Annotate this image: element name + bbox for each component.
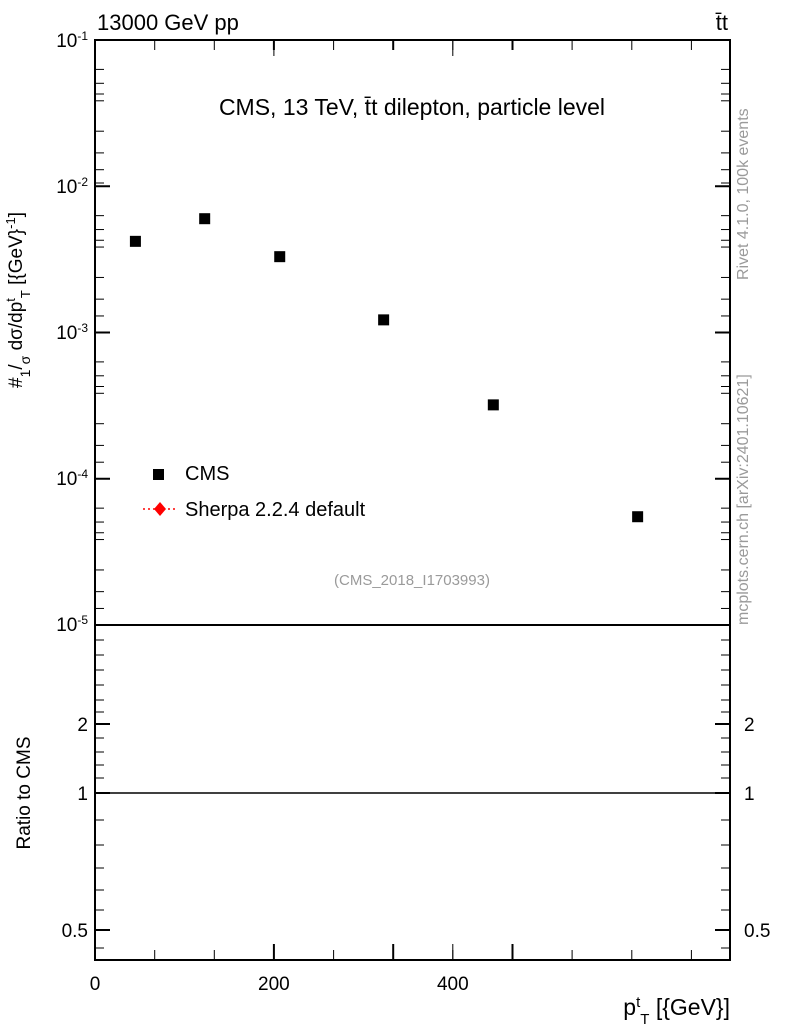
dataset-annotation: (CMS_2018_I1703993) xyxy=(334,572,490,589)
rivet-label: Rivet 4.1.0, 100k events xyxy=(735,108,752,280)
ratio-tick-1: 1 xyxy=(77,784,88,805)
ratio-panel: 2 1 0.5 2 1 0.5 xyxy=(14,625,770,1024)
y-axis-label: #1/σ dσ/dptT [{GeV}-1] xyxy=(3,212,34,388)
cms-data-point-1[interactable] xyxy=(199,213,210,224)
cms-data-point-0[interactable] xyxy=(130,236,141,247)
cms-data-point-5[interactable] xyxy=(632,511,643,522)
x-tick-200: 200 xyxy=(258,974,290,995)
cms-data-point-4[interactable] xyxy=(488,399,499,410)
y-tick-label-0: 10-1 xyxy=(56,29,88,52)
ratio-tick-0.5-right: 0.5 xyxy=(744,921,770,942)
cms-data-point-3[interactable] xyxy=(378,314,389,325)
y-axis-ticks: 10-1 10-2 10-3 10-4 10-5 xyxy=(56,29,730,636)
ratio-axis-label: Ratio to CMS xyxy=(14,737,35,850)
cms-data-point-2[interactable] xyxy=(274,251,285,262)
legend-marker-sherpa xyxy=(154,502,166,516)
ratio-tick-2-right: 2 xyxy=(744,715,755,736)
x-axis-top-ticks xyxy=(95,40,691,56)
x-tick-0: 0 xyxy=(90,974,101,995)
main-panel: 10-1 10-2 10-3 10-4 10-5 xyxy=(3,29,731,636)
mcplots-label: mcplots.cern.ch [arXiv:2401.10621] xyxy=(735,374,752,625)
x-axis-label: ptT [{GeV}] xyxy=(623,994,730,1024)
ratio-tick-0.5: 0.5 xyxy=(62,921,88,942)
chart-container: 10-1 10-2 10-3 10-4 10-5 xyxy=(0,0,786,1024)
legend-label-sherpa: Sherpa 2.2.4 default xyxy=(185,499,366,521)
legend-label-cms: CMS xyxy=(185,463,229,485)
main-plot-frame xyxy=(95,40,730,625)
legend-marker-cms xyxy=(153,469,164,480)
x-axis-bottom-ticks xyxy=(95,944,691,960)
y-tick-label-4: 10-5 xyxy=(56,613,88,636)
x-tick-400: 400 xyxy=(437,974,469,995)
top-right-label: t̄t xyxy=(716,10,728,35)
y-tick-label-2: 10-3 xyxy=(56,321,88,344)
ratio-tick-2: 2 xyxy=(77,715,88,736)
legend: CMS Sherpa 2.2.4 default xyxy=(143,463,366,521)
ratio-tick-1-right: 1 xyxy=(744,784,755,805)
chart-title: CMS, 13 TeV, t̄t dilepton, particle leve… xyxy=(219,94,605,120)
y-tick-label-1: 10-2 xyxy=(56,175,88,198)
y-tick-label-3: 10-4 xyxy=(56,467,88,490)
top-left-label: 13000 GeV pp xyxy=(97,10,239,35)
